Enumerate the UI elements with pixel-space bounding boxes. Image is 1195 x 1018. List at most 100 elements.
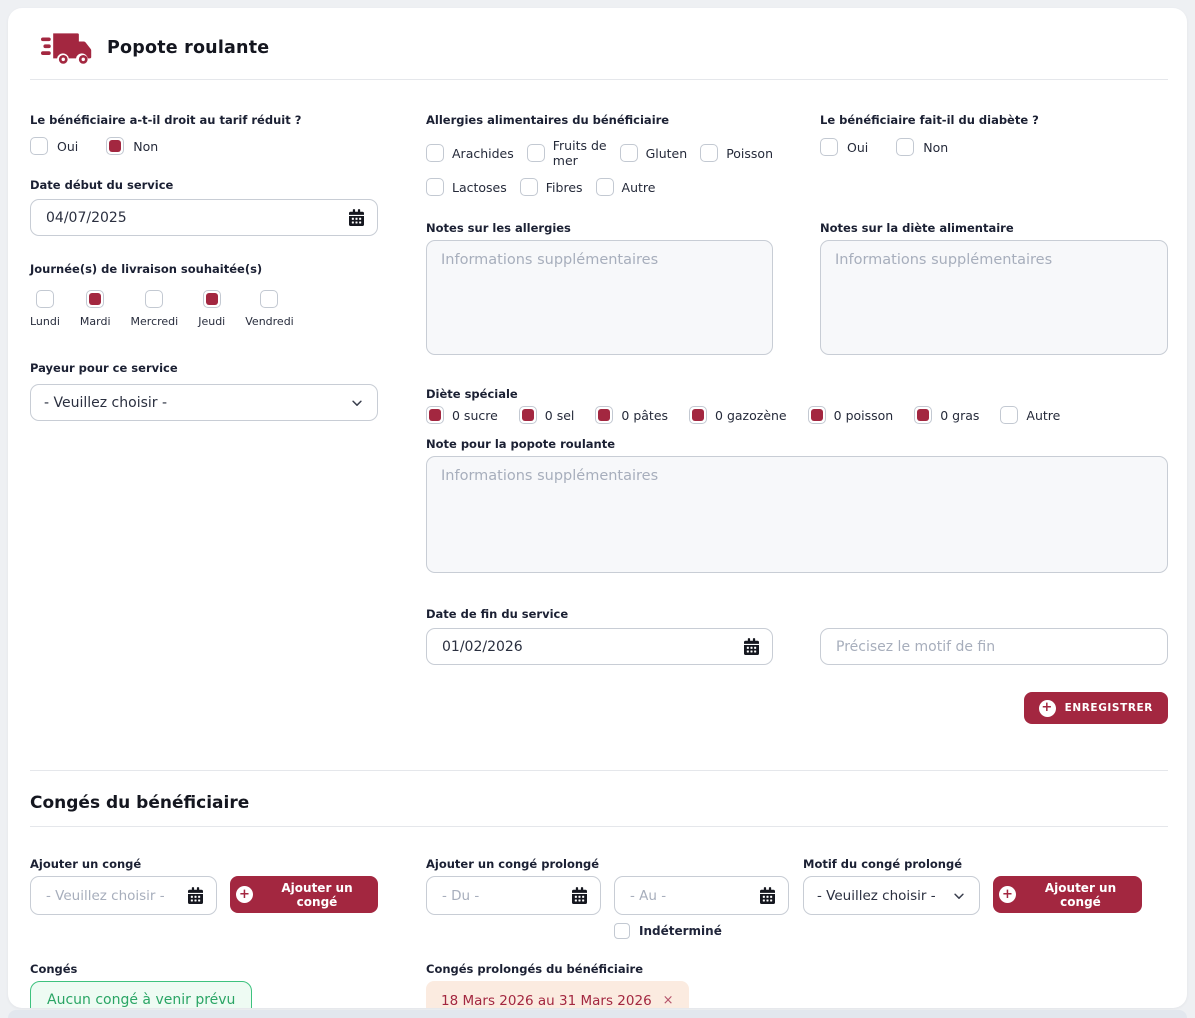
motif-conge-select[interactable]: - Veuillez choisir -	[803, 876, 980, 915]
allergie-fibres-option[interactable]: Fibres	[519, 178, 583, 196]
checkbox-icon[interactable]	[619, 144, 638, 162]
checkbox-icon[interactable]	[145, 290, 164, 308]
tarif-oui-option[interactable]: Oui	[30, 137, 78, 155]
checkbox-icon[interactable]	[700, 144, 719, 162]
calendar-icon[interactable]	[188, 887, 203, 904]
date-debut-input[interactable]	[44, 208, 341, 227]
diete-0-sucre-option[interactable]: 0 sucre	[426, 406, 498, 424]
allergie-arachides-option[interactable]: Arachides	[426, 144, 514, 162]
checkbox-icon[interactable]	[202, 290, 221, 308]
option-label: Oui	[847, 139, 869, 155]
option-label: Non	[923, 139, 949, 155]
option-label: 0 sel	[544, 407, 575, 423]
checkbox-icon[interactable]	[820, 138, 838, 156]
option-label: Fibres	[545, 179, 583, 195]
note-popote-textarea[interactable]	[426, 456, 1168, 573]
diete-0-pates-option[interactable]: 0 pâtes	[595, 406, 668, 424]
diete-autre-option[interactable]: Autre	[1000, 406, 1060, 424]
indetermine-option[interactable]: Indéterminé	[614, 923, 789, 939]
date-debut-input-wrap[interactable]	[30, 199, 378, 236]
motif-conge-prolonge-label: Motif du congé prolongé	[803, 857, 963, 871]
day-option-jeudi[interactable]: Jeudi	[198, 290, 225, 328]
checkbox-icon[interactable]	[35, 290, 54, 308]
checkbox-icon[interactable]	[426, 144, 444, 162]
ajout-conge-prolonge-field: Ajouter un congé prolongé Indéterm	[426, 857, 790, 939]
diete-0-sel-option[interactable]: 0 sel	[518, 406, 575, 424]
conges-section-title: Congés du bénéficiaire	[30, 793, 250, 813]
conges-empty-text: Aucun congé à venir prévu	[47, 992, 236, 1008]
payeur-select[interactable]: - Veuillez choisir -	[30, 384, 378, 421]
note-popote-label: Note pour la popote roulante	[426, 437, 616, 451]
jours-livraison-field: Journée(s) de livraison souhaitée(s) Lun…	[30, 262, 378, 328]
tarif-non-option[interactable]: Non	[106, 137, 158, 155]
chevron-down-icon	[952, 889, 966, 903]
option-label: Non	[133, 138, 159, 154]
enregistrer-button[interactable]: ENREGISTRER	[1023, 692, 1168, 724]
conge-date-input[interactable]	[44, 886, 180, 905]
date-fin-input[interactable]	[440, 637, 736, 656]
checkbox-icon[interactable]	[86, 290, 105, 308]
day-option-mercredi[interactable]: Mercredi	[131, 290, 178, 328]
checkbox-icon[interactable]	[526, 144, 545, 162]
checkbox-icon[interactable]	[30, 137, 48, 155]
diete-0-poisson-option[interactable]: 0 poisson	[807, 406, 893, 424]
ajouter-conge-prolonge-button[interactable]: Ajouter un congé	[993, 876, 1142, 913]
checkbox-icon[interactable]	[260, 290, 279, 308]
option-label: 0 pâtes	[621, 407, 669, 423]
allergie-autre-option[interactable]: Autre	[595, 178, 656, 196]
diete-0-gazozene-option[interactable]: 0 gazozène	[689, 406, 787, 424]
checkbox-icon[interactable]	[106, 137, 125, 155]
calendar-icon[interactable]	[760, 887, 775, 904]
diabete-non-option[interactable]: Non	[896, 138, 948, 156]
option-label: Fruits de mer	[552, 138, 607, 168]
date-fin-input-wrap[interactable]	[426, 628, 773, 665]
allergie-poisson-option[interactable]: Poisson	[700, 144, 773, 162]
conge-au-input[interactable]	[628, 886, 752, 905]
motif-fin-input[interactable]	[834, 637, 1154, 656]
calendar-icon[interactable]	[349, 209, 364, 226]
day-option-lundi[interactable]: Lundi	[30, 290, 60, 328]
conge-du-input-wrap[interactable]	[426, 876, 601, 915]
option-label: Gluten	[645, 145, 688, 161]
conge-date-input-wrap[interactable]	[30, 876, 217, 915]
close-icon[interactable]: ×	[662, 993, 674, 1008]
notes-allergies-label: Notes sur les allergies	[426, 221, 571, 235]
button-label: ENREGISTRER	[1064, 702, 1153, 714]
checkbox-icon[interactable]	[518, 406, 537, 424]
day-option-mardi[interactable]: Mardi	[80, 290, 111, 328]
checkbox-icon[interactable]	[426, 178, 444, 196]
checkbox-icon[interactable]	[426, 406, 444, 424]
allergie-gluten-option[interactable]: Gluten	[619, 144, 688, 162]
checkbox-icon[interactable]	[914, 406, 933, 424]
motif-fin-input-wrap[interactable]	[820, 628, 1168, 665]
option-label: Arachides	[452, 145, 514, 161]
notes-allergies-textarea[interactable]	[426, 240, 773, 355]
checkbox-icon[interactable]	[896, 138, 915, 156]
conge-du-input[interactable]	[440, 886, 564, 905]
motif-fin-field	[820, 628, 1168, 665]
diabete-field: Le bénéficiaire fait-il du diabète ? Oui…	[820, 113, 1168, 196]
checkbox-icon[interactable]	[595, 406, 614, 424]
ajouter-conge-button[interactable]: Ajouter un congé	[230, 876, 378, 913]
checkbox-icon[interactable]	[519, 178, 538, 196]
checkbox-icon[interactable]	[595, 178, 614, 196]
allergie-lactoses-option[interactable]: Lactoses	[426, 178, 507, 196]
day-option-vendredi[interactable]: Vendredi	[245, 290, 294, 328]
checkbox-icon[interactable]	[614, 923, 630, 939]
conge-au-input-wrap[interactable]	[614, 876, 789, 915]
diete-speciale-label: Diète spéciale	[426, 387, 518, 401]
checkbox-icon[interactable]	[807, 406, 826, 424]
diabete-oui-option[interactable]: Oui	[820, 138, 868, 156]
conges-title-divider	[30, 826, 1168, 827]
jours-livraison-label: Journée(s) de livraison souhaitée(s)	[30, 262, 263, 276]
calendar-icon[interactable]	[744, 638, 759, 655]
calendar-icon[interactable]	[572, 887, 587, 904]
checkbox-icon[interactable]	[1000, 406, 1019, 424]
checkbox-icon[interactable]	[689, 406, 708, 424]
option-label: Autre	[621, 179, 656, 195]
notes-diete-textarea[interactable]	[820, 240, 1168, 355]
day-label: Lundi	[30, 315, 60, 328]
diete-0-gras-option[interactable]: 0 gras	[914, 406, 979, 424]
conges-list-field: Congés Aucun congé à venir prévu	[30, 962, 426, 1008]
allergie-fruits-de-mer-option[interactable]: Fruits de mer	[526, 138, 607, 168]
